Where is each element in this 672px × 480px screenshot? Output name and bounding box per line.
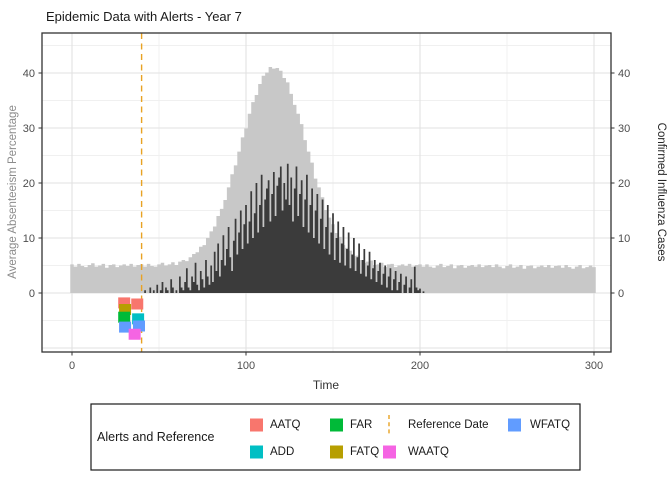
y-left-axis-title: Average Absenteeism Percentage — [7, 105, 19, 279]
legend-swatch-aatq — [250, 418, 263, 432]
x-axis-title: Time — [313, 378, 340, 392]
alert-marker-far — [118, 311, 131, 323]
legend-label-add: ADD — [270, 446, 294, 458]
y-left-tick-0: 0 — [29, 288, 35, 300]
alert-marker-aatq — [118, 297, 131, 309]
y-right-axis-title: Confirmed Influenza Cases — [655, 123, 667, 262]
x-tick-200: 200 — [411, 360, 429, 372]
alert-marker-wfatq — [132, 320, 145, 332]
y-right-tick-40: 40 — [618, 68, 630, 80]
legend-label-wfatq: WFATQ — [530, 419, 570, 431]
y-right-tick-0: 0 — [618, 288, 624, 300]
x-tick-300: 300 — [585, 360, 603, 372]
legend-swatch-fatq — [330, 445, 343, 459]
plot-panel — [41, 32, 612, 353]
area-series — [70, 66, 596, 293]
alert-marker-add — [132, 313, 145, 325]
legend-entries: AATQ ADD FAR FATQ Reference Date WAATQ WFATQ — [250, 415, 570, 459]
alert-markers — [118, 297, 145, 340]
y-right-tick-30: 30 — [618, 123, 630, 135]
alert-marker-fatq — [119, 304, 132, 315]
y-left-tick-40: 40 — [23, 68, 35, 80]
x-tick-0: 0 — [69, 360, 75, 372]
legend-swatch-add — [250, 445, 263, 459]
legend-swatch-wfatq — [508, 418, 521, 432]
y-left-tick-20: 20 — [23, 178, 35, 190]
alert-marker-aatq — [131, 298, 144, 310]
legend-label-fatq: FATQ — [350, 446, 379, 458]
legend-title: Alerts and Reference — [97, 430, 214, 444]
x-tick-100: 100 — [237, 360, 255, 372]
area-confirmed_cases — [140, 163, 430, 293]
legend-label-reference-date: Reference Date — [408, 419, 489, 431]
y-right-tick-20: 20 — [618, 178, 630, 190]
y-left-tick-30: 30 — [23, 123, 35, 135]
alert-marker-wfatq — [119, 321, 132, 333]
axis-tick-marks — [38, 72, 615, 356]
legend-label-far: FAR — [350, 419, 372, 431]
alert-marker-waatq — [128, 328, 141, 340]
panel-border — [41, 32, 612, 353]
y-left-tick-10: 10 — [23, 233, 35, 245]
legend-border — [90, 403, 581, 471]
legend-swatch-waatq — [383, 445, 396, 459]
chart-title: Epidemic Data with Alerts - Year 7 — [46, 9, 242, 24]
legend: Alerts and Reference AATQ ADD FAR FATQ Refer… — [90, 403, 581, 471]
legend-label-aatq: AATQ — [270, 419, 301, 431]
legend-label-waatq: WAATQ — [408, 446, 449, 458]
y-right-tick-10: 10 — [618, 233, 630, 245]
legend-swatch-far — [330, 418, 343, 432]
